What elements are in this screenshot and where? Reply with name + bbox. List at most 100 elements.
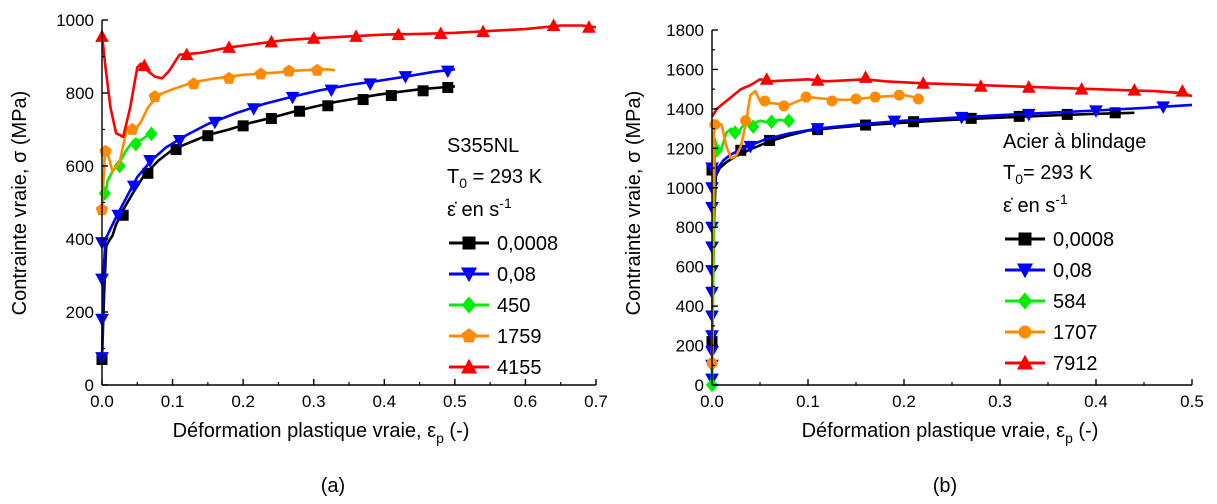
data-point <box>778 100 790 112</box>
data-point <box>222 40 236 53</box>
x-tick-label: 0.1 <box>161 392 185 411</box>
y-tick-label: 800 <box>66 84 94 103</box>
series-line-0,08 <box>710 103 1193 386</box>
data-point <box>264 34 279 48</box>
data-point <box>1061 108 1073 120</box>
x-tick-label: 0.1 <box>796 392 820 411</box>
data-point <box>440 65 455 79</box>
legend-marker <box>462 236 476 250</box>
data-point <box>1013 110 1025 122</box>
data-point <box>1175 84 1190 97</box>
x-tick-label: 0.3 <box>302 392 326 411</box>
data-point <box>1156 101 1171 114</box>
data-point <box>145 126 158 142</box>
legend: Acier à blindage T0= 293 K ε̇ en s-1 0,0008… <box>1003 131 1146 375</box>
legend-marker <box>1018 232 1032 246</box>
series-group <box>95 18 597 365</box>
data-point <box>858 70 873 83</box>
legend-marker <box>1016 263 1034 279</box>
data-point <box>202 130 214 142</box>
data-point <box>546 18 561 31</box>
data-point <box>759 72 774 85</box>
x-tick-label: 0.2 <box>892 392 916 411</box>
y-tick-label: 0 <box>695 376 704 395</box>
legend: S355NL T0 = 293 K ε̇ en s-1 0,0008 0,08 450 17… <box>447 135 558 379</box>
y-tick-label: 1600 <box>666 60 704 79</box>
data-point <box>743 140 758 154</box>
data-point <box>908 116 920 128</box>
legend-entry-label: 0,0008 <box>497 233 558 255</box>
data-point <box>357 94 369 106</box>
legend-entry-label: 0,08 <box>497 264 536 286</box>
data-point <box>126 122 139 135</box>
series-line-0,08 <box>100 68 456 364</box>
data-point <box>98 186 111 201</box>
data-point <box>782 113 795 128</box>
data-point <box>1127 83 1142 96</box>
data-point <box>810 123 825 136</box>
data-point <box>111 209 126 223</box>
data-point <box>172 134 187 148</box>
data-point <box>391 27 406 41</box>
data-point <box>148 90 162 103</box>
data-point <box>246 103 261 116</box>
y-tick-label: 1200 <box>666 139 704 158</box>
data-point <box>237 120 249 132</box>
legend-title: Acier à blindage <box>1003 131 1146 153</box>
legend-entry-label: 4155 <box>497 357 542 379</box>
data-point <box>282 64 296 77</box>
data-point <box>1089 105 1103 118</box>
data-point <box>759 95 771 107</box>
data-point <box>222 71 236 84</box>
series-line-0,0008 <box>100 85 456 360</box>
data-point <box>385 90 397 102</box>
y-axis-label: Contrainte vraie, σ (MPa) <box>623 91 645 316</box>
data-point <box>294 105 306 117</box>
data-point <box>126 180 141 194</box>
y-tick-label: 600 <box>676 258 704 277</box>
x-tick-label: 0.2 <box>231 392 255 411</box>
data-point <box>916 76 931 89</box>
y-tick-label: 400 <box>676 297 704 316</box>
data-point <box>1021 108 1036 122</box>
x-tick-label: 0.0 <box>90 392 114 411</box>
data-point <box>582 20 596 33</box>
legend-title: S355NL <box>447 135 519 157</box>
data-point <box>433 26 448 40</box>
data-point <box>417 85 429 97</box>
data-point <box>179 47 194 61</box>
data-point <box>973 79 988 92</box>
data-point <box>142 167 154 179</box>
x-tick-label: 0.7 <box>584 392 608 411</box>
legend-marker <box>1017 292 1033 310</box>
legend-marker <box>460 267 478 283</box>
series-line-4155 <box>100 24 597 139</box>
data-point <box>254 67 268 80</box>
data-point <box>349 29 363 42</box>
y-tick-label: 1000 <box>56 11 94 30</box>
legend-entry-label: 1759 <box>497 326 542 348</box>
legend-marker <box>460 358 478 374</box>
series-line-7912 <box>710 78 1193 118</box>
data-point <box>265 113 277 125</box>
data-point <box>306 31 321 44</box>
x-tick-label: 0.5 <box>443 392 467 411</box>
data-point <box>476 24 490 38</box>
panel-label: (b) <box>933 475 957 497</box>
data-point <box>826 95 838 107</box>
legend-temperature: T0 = 293 K <box>447 166 543 191</box>
data-point <box>208 116 222 130</box>
data-point <box>310 63 324 76</box>
x-tick-label: 0.4 <box>372 392 396 411</box>
data-point <box>800 91 812 103</box>
x-axis-label: Déformation plastique vraie, εp (-) <box>802 420 1099 446</box>
legend-marker <box>1018 325 1032 339</box>
data-point <box>129 136 143 152</box>
data-point <box>810 73 825 86</box>
y-tick-label: 200 <box>66 303 94 322</box>
legend-marker <box>461 296 477 314</box>
legend-entry-label: 450 <box>497 295 530 317</box>
x-tick-label: 0.3 <box>988 392 1012 411</box>
x-axis-label: Déformation plastique vraie, εp (-) <box>173 420 470 446</box>
